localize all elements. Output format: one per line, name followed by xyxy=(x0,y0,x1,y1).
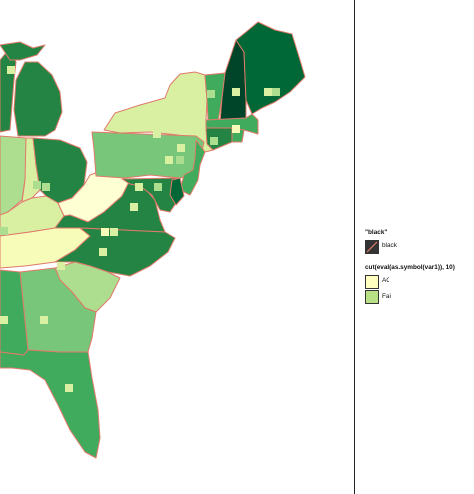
data-marker xyxy=(154,183,162,191)
region-NewJersey xyxy=(179,139,206,196)
data-marker xyxy=(210,137,218,145)
fill-legend-title: cut(eval(as.symbol(var1)), 10) xyxy=(365,264,455,271)
data-marker xyxy=(135,183,143,191)
data-marker xyxy=(99,248,107,256)
data-marker xyxy=(0,316,8,324)
fill-legend-key-2 xyxy=(365,290,379,304)
region-NewHampshire xyxy=(219,39,247,123)
data-marker xyxy=(7,66,15,74)
data-marker xyxy=(33,181,41,189)
data-marker xyxy=(57,262,65,270)
fill-legend-key-1 xyxy=(365,275,379,289)
region-Wisconsin xyxy=(0,47,17,133)
data-marker xyxy=(110,228,118,236)
data-marker xyxy=(264,88,272,96)
region-Michigan xyxy=(0,41,63,137)
fill-legend-label-2: Fairfax xyxy=(382,293,391,300)
map-panel xyxy=(0,21,306,459)
fill-swatch-1 xyxy=(366,276,378,288)
data-marker xyxy=(177,144,185,152)
marker-layer xyxy=(0,66,280,392)
data-marker xyxy=(272,88,280,96)
data-marker xyxy=(207,90,215,98)
region-Maine xyxy=(235,21,306,115)
region-Pennsylvania xyxy=(91,131,205,179)
region-Connecticut xyxy=(205,127,233,151)
data-marker xyxy=(42,183,50,191)
data-marker xyxy=(232,88,240,96)
region-Delaware xyxy=(169,177,185,206)
border-key-line xyxy=(366,241,378,253)
data-marker xyxy=(153,130,161,138)
panel-divider xyxy=(354,0,355,494)
data-marker xyxy=(176,156,184,164)
choropleth-map xyxy=(0,21,306,459)
border-legend-key xyxy=(365,240,379,254)
fill-legend-label-1: ACS xyxy=(382,277,389,284)
region-NewYork xyxy=(103,71,214,153)
data-marker xyxy=(0,227,8,235)
region-Florida xyxy=(0,349,101,459)
border-legend-label: black xyxy=(382,242,397,249)
fill-swatch-2 xyxy=(366,291,378,303)
data-marker xyxy=(232,125,240,133)
data-marker xyxy=(65,384,73,392)
data-marker xyxy=(40,316,48,324)
data-marker xyxy=(130,203,138,211)
border-legend-title: "black" xyxy=(365,229,388,236)
data-marker xyxy=(165,156,173,164)
data-marker xyxy=(101,228,109,236)
legend: "black" black cut(eval(as.symbol(var1)),… xyxy=(356,0,474,494)
data-marker xyxy=(110,183,118,191)
line-key-icon xyxy=(366,241,378,253)
data-marker xyxy=(196,88,204,96)
